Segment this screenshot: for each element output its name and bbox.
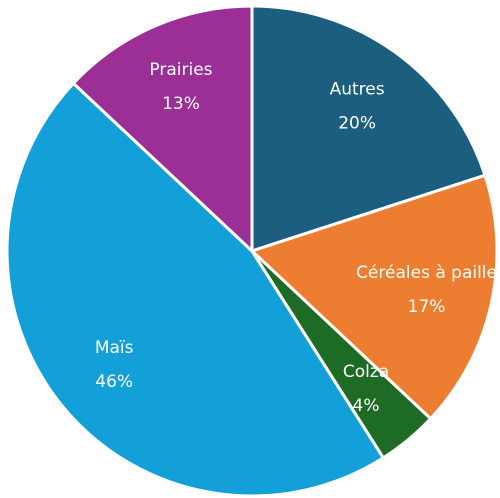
slice-label: Prairies: [149, 60, 212, 80]
slice-value-label: 4%: [353, 396, 380, 416]
pie-slice: [249, 173, 499, 421]
pie-slice: [5, 81, 386, 498]
pie-slice: [71, 4, 254, 255]
pie-slice: [250, 4, 487, 254]
slice-label: Autres: [330, 79, 385, 99]
slice-value-label: 13%: [162, 94, 200, 114]
slice-value-label: 46%: [95, 372, 133, 392]
slice-label: Céréales à paille: [356, 263, 497, 283]
slice-value-label: 17%: [408, 297, 446, 317]
slice-value-label: 20%: [338, 113, 376, 133]
slice-label: Colza: [343, 362, 389, 382]
slice-label: Maïs: [95, 338, 134, 358]
